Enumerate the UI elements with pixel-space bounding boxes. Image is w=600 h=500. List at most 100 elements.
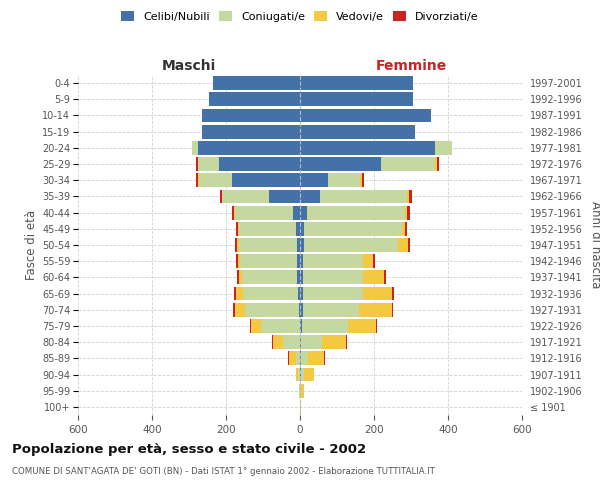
Bar <box>304 238 398 252</box>
Bar <box>239 238 297 252</box>
Bar <box>300 368 301 382</box>
Bar <box>297 270 300 284</box>
Bar <box>198 174 199 187</box>
Bar <box>382 157 435 171</box>
Bar <box>300 270 303 284</box>
Bar <box>300 76 413 90</box>
Bar <box>407 206 410 220</box>
Bar <box>221 190 223 203</box>
Bar <box>363 254 373 268</box>
Bar <box>236 222 238 235</box>
Bar <box>405 206 407 220</box>
Bar <box>407 190 409 203</box>
Bar <box>269 190 300 203</box>
Bar <box>361 174 362 187</box>
Y-axis label: Fasce di età: Fasce di età <box>25 210 38 280</box>
Bar <box>298 368 300 382</box>
Bar <box>363 286 392 300</box>
Bar <box>300 352 301 365</box>
Bar <box>300 190 320 203</box>
Bar <box>261 319 300 333</box>
Bar <box>392 286 394 300</box>
Legend: Celibi/Nubili, Coniugati/e, Vedovi/e, Divorziati/e: Celibi/Nubili, Coniugati/e, Vedovi/e, Di… <box>118 8 482 25</box>
Bar <box>289 352 296 365</box>
Bar <box>300 206 307 220</box>
Bar <box>348 319 376 333</box>
Text: Popolazione per età, sesso e stato civile - 2002: Popolazione per età, sesso e stato civil… <box>12 442 366 456</box>
Text: Femmine: Femmine <box>376 58 446 72</box>
Bar <box>232 206 234 220</box>
Bar <box>237 238 239 252</box>
Bar <box>307 206 405 220</box>
Bar <box>304 222 402 235</box>
Y-axis label: Anni di nascita: Anni di nascita <box>589 202 600 288</box>
Bar <box>235 238 237 252</box>
Bar <box>238 254 239 268</box>
Bar <box>437 157 439 171</box>
Bar <box>304 368 314 382</box>
Bar <box>297 254 300 268</box>
Bar <box>435 157 437 171</box>
Bar <box>239 222 296 235</box>
Bar <box>409 190 412 203</box>
Bar <box>385 270 386 284</box>
Text: COMUNE DI SANT'AGATA DE' GOTI (BN) - Dati ISTAT 1° gennaio 2002 - Elaborazione T: COMUNE DI SANT'AGATA DE' GOTI (BN) - Dat… <box>12 468 435 476</box>
Bar <box>198 157 218 171</box>
Bar <box>303 303 359 316</box>
Bar <box>402 222 405 235</box>
Bar <box>346 336 347 349</box>
Bar <box>300 222 304 235</box>
Bar <box>300 174 328 187</box>
Bar <box>300 336 301 349</box>
Bar <box>209 92 300 106</box>
Bar <box>376 319 377 333</box>
Bar <box>300 303 303 316</box>
Bar <box>405 222 407 235</box>
Bar <box>308 352 325 365</box>
Bar <box>242 286 298 300</box>
Bar <box>234 206 235 220</box>
Bar <box>236 286 242 300</box>
Bar <box>301 352 308 365</box>
Bar <box>232 174 300 187</box>
Bar <box>302 319 348 333</box>
Bar <box>293 206 300 220</box>
Bar <box>303 254 363 268</box>
Bar <box>300 384 301 398</box>
Bar <box>363 270 385 284</box>
Bar <box>300 141 435 154</box>
Bar <box>196 174 198 187</box>
Bar <box>288 352 289 365</box>
Bar <box>202 125 300 138</box>
Bar <box>235 303 245 316</box>
Bar <box>297 238 300 252</box>
Bar <box>242 270 297 284</box>
Bar <box>197 157 198 171</box>
Bar <box>322 336 346 349</box>
Bar <box>301 368 304 382</box>
Bar <box>300 108 431 122</box>
Bar <box>300 319 302 333</box>
Bar <box>300 92 413 106</box>
Bar <box>362 174 364 187</box>
Bar <box>373 254 375 268</box>
Bar <box>234 286 236 300</box>
Bar <box>238 270 239 284</box>
Bar <box>236 254 238 268</box>
Bar <box>239 254 297 268</box>
Bar <box>213 76 300 90</box>
Bar <box>218 157 300 171</box>
Bar <box>235 206 293 220</box>
Bar <box>220 190 221 203</box>
Bar <box>359 303 392 316</box>
Text: Maschi: Maschi <box>162 58 216 72</box>
Bar <box>398 238 409 252</box>
Bar <box>202 108 300 122</box>
Bar <box>303 270 363 284</box>
Bar <box>299 303 300 316</box>
Bar <box>300 254 303 268</box>
Bar <box>300 125 415 138</box>
Bar <box>233 303 235 316</box>
Bar <box>301 384 304 398</box>
Bar <box>328 174 361 187</box>
